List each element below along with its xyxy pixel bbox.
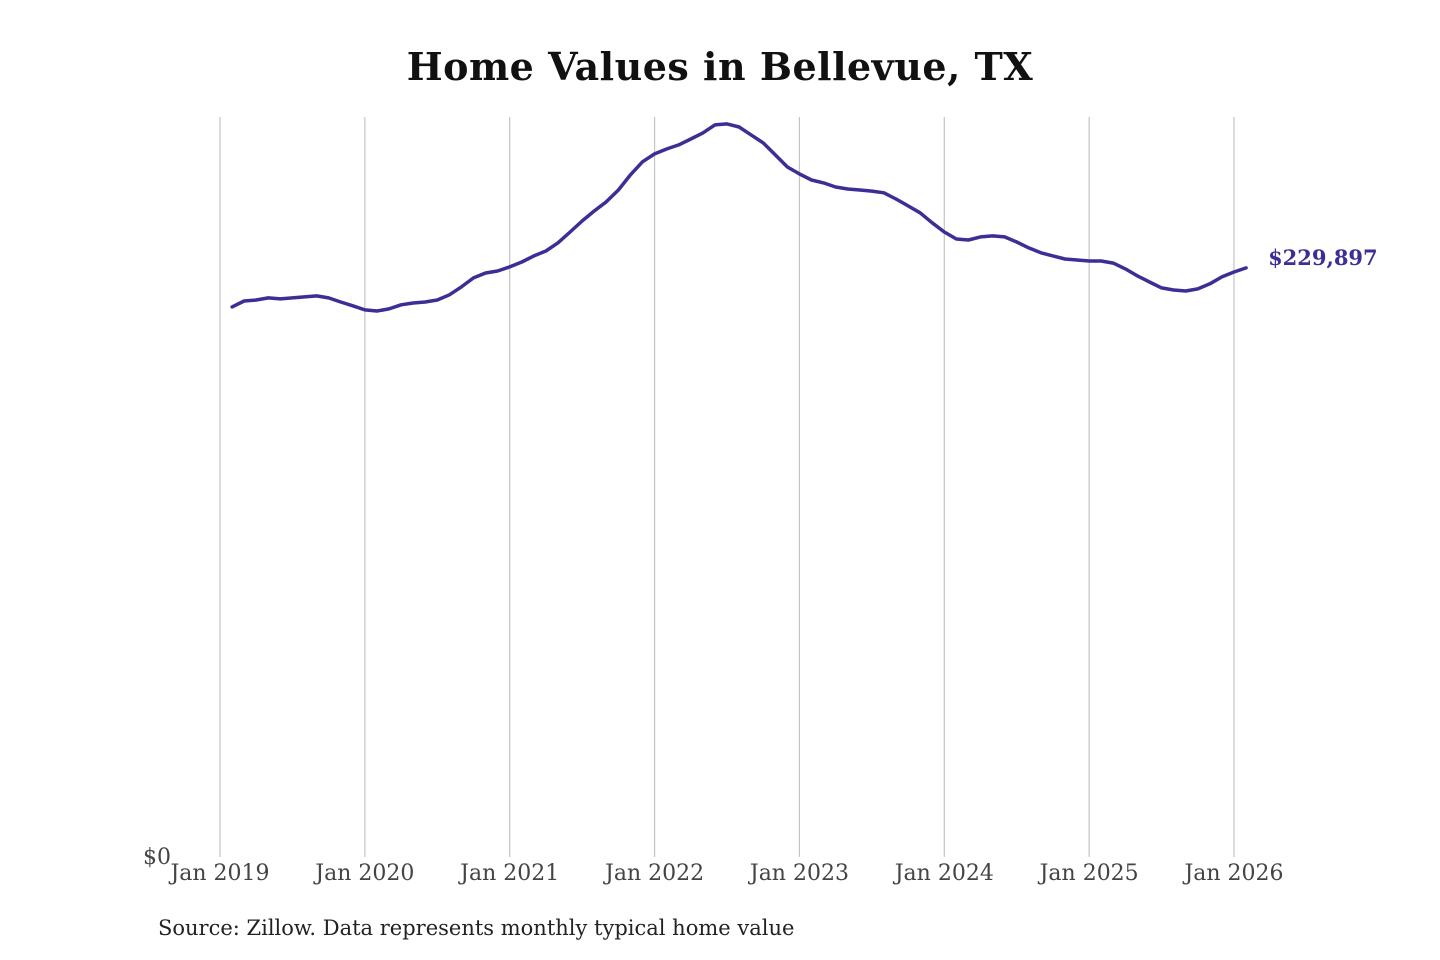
x-tick-label: Jan 2019 xyxy=(168,861,269,886)
x-tick-label: Jan 2026 xyxy=(1182,861,1283,886)
y-tick-label: $0 xyxy=(143,845,171,870)
end-value-label: $229,897 xyxy=(1268,245,1378,270)
x-tick-label: Jan 2023 xyxy=(748,861,849,886)
x-tick-label: Jan 2024 xyxy=(893,861,994,886)
series-line xyxy=(230,122,1248,313)
source-note: Source: Zillow. Data represents monthly … xyxy=(158,916,795,940)
x-tick-label: Jan 2025 xyxy=(1038,861,1139,886)
x-tick-label: Jan 2020 xyxy=(313,861,414,886)
x-tick-label: Jan 2022 xyxy=(603,861,704,886)
x-tick-label: Jan 2021 xyxy=(458,861,559,886)
chart-title: Home Values in Bellevue, TX xyxy=(406,44,1034,89)
